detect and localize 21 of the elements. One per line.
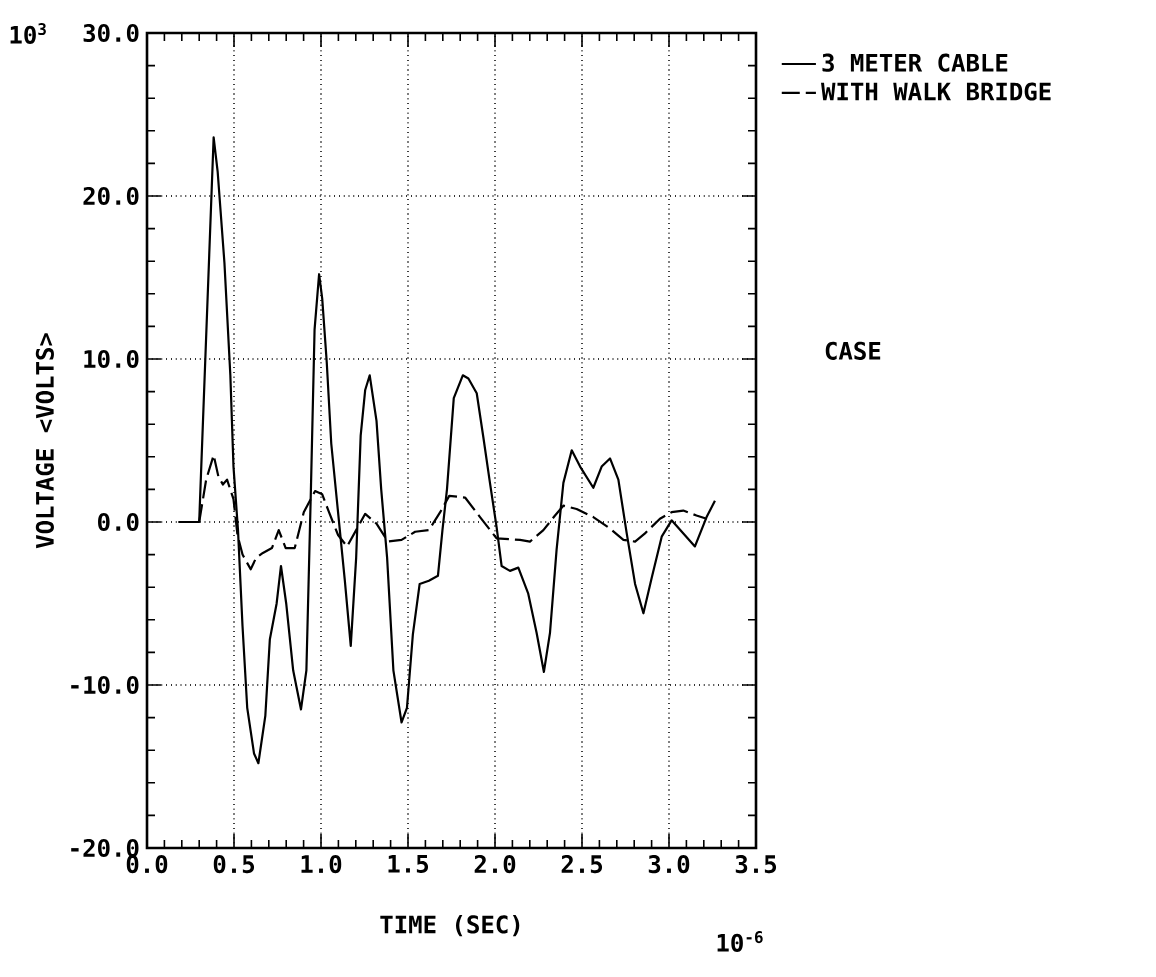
y-tick-label: -20.0 bbox=[71, 838, 139, 858]
x-tick-label: 3.5 bbox=[735, 855, 777, 874]
text: 10$^{-6}$ bbox=[717, 931, 763, 952]
x-tick-label: 1.5 bbox=[388, 855, 429, 873]
x-tick-label: 1.0 bbox=[301, 855, 342, 874]
legend-label: 3 METER CABLE bbox=[822, 53, 1008, 72]
y-tick-label: -10.0 bbox=[71, 675, 139, 695]
text: CASE bbox=[825, 341, 881, 360]
y-tick-label: 0.0 bbox=[98, 512, 139, 532]
x-tick-label: 3.0 bbox=[648, 855, 690, 874]
y-tick-label: 30.0 bbox=[83, 23, 139, 43]
y-tick-label: 20.0 bbox=[83, 186, 139, 206]
text: 10$^{3}$ bbox=[10, 22, 46, 44]
x-tick-label: 0.5 bbox=[213, 855, 255, 874]
y-tick-label: 10.0 bbox=[84, 349, 139, 369]
x-tick-label: 2.5 bbox=[561, 855, 603, 874]
x-tick-label: 2.0 bbox=[474, 855, 516, 874]
x-tick-label: 0.0 bbox=[126, 855, 168, 874]
legend-label: WITH WALK BRIDGE bbox=[821, 82, 1051, 101]
y-axis-title: VOLTAGE <VOLTS> bbox=[35, 333, 54, 549]
x-axis-title: TIME (SEC) bbox=[380, 914, 520, 937]
